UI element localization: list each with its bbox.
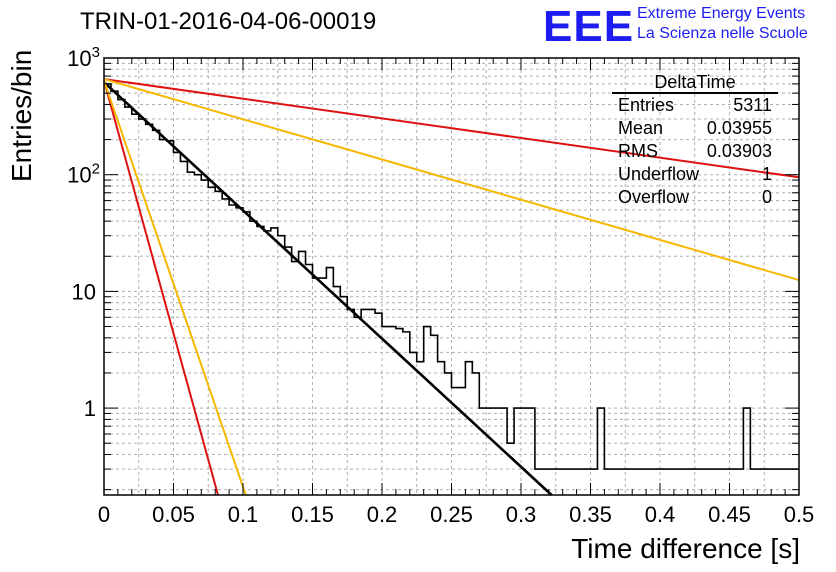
curve-1 bbox=[103, 78, 800, 179]
y-axis-label: Entries/bin bbox=[6, 49, 37, 182]
eee-logo: EEE bbox=[543, 2, 635, 51]
y-tick-label: 102 bbox=[67, 161, 100, 188]
y-tick-label: 1 bbox=[84, 396, 96, 421]
x-tick-label: 0.45 bbox=[708, 502, 751, 527]
stats-row-mean: Mean 0.03955 bbox=[612, 117, 778, 140]
eee-logo-caption: Extreme Energy Events La Scienza nelle S… bbox=[637, 4, 808, 44]
x-tick-label: 0.15 bbox=[291, 502, 334, 527]
stats-value: 0 bbox=[761, 187, 772, 207]
stats-row-underflow: Underflow 1 bbox=[612, 163, 778, 186]
x-axis-label: Time difference [s] bbox=[571, 533, 800, 564]
curve-0 bbox=[103, 81, 553, 496]
logo-line-2: La Scienza nelle Scuole bbox=[637, 25, 808, 42]
y-tick-label-base: 10 bbox=[67, 46, 91, 71]
y-tick-label: 10 bbox=[72, 279, 96, 304]
x-tick-label: 0.4 bbox=[645, 502, 676, 527]
stats-label: Mean bbox=[618, 118, 664, 138]
stats-row-entries: Entries 5311 bbox=[612, 94, 778, 117]
y-tick-label-exponent: 2 bbox=[92, 161, 100, 178]
stats-label: Underflow bbox=[618, 164, 700, 184]
stats-row-rms: RMS 0.03903 bbox=[612, 140, 778, 163]
x-tick-label: 0.05 bbox=[152, 502, 195, 527]
x-tick-label: 0.5 bbox=[784, 502, 815, 527]
stats-title: DeltaTime bbox=[612, 72, 778, 94]
x-tick-label: 0.1 bbox=[228, 502, 259, 527]
curve-2 bbox=[103, 78, 800, 282]
stats-value: 5311 bbox=[733, 95, 772, 115]
stats-label: Entries bbox=[618, 95, 675, 115]
fit-curves bbox=[103, 78, 800, 496]
stats-label: Overflow bbox=[618, 187, 690, 207]
stats-value: 0.03955 bbox=[706, 118, 772, 138]
y-tick-label-base: 10 bbox=[67, 163, 91, 188]
logo-line-1: Extreme Energy Events bbox=[637, 5, 806, 22]
stats-value: 0.03903 bbox=[706, 141, 772, 161]
histogram bbox=[104, 83, 799, 470]
histogram-outline bbox=[104, 83, 799, 470]
x-tick-label: 0.2 bbox=[367, 502, 398, 527]
x-tick-label: 0.25 bbox=[430, 502, 473, 527]
stats-row-overflow: Overflow 0 bbox=[612, 186, 778, 209]
x-tick-label: 0.3 bbox=[506, 502, 537, 527]
run-title: TRIN-01-2016-04-06-00019 bbox=[80, 8, 377, 35]
x-tick-labels: 0 0.05 0.1 0.15 0.2 0.25 0.3 0.35 0.4 0.45 0.5 bbox=[98, 502, 814, 527]
y-tick-label: 103 bbox=[67, 44, 100, 71]
x-tick-label: 0.35 bbox=[569, 502, 612, 527]
stats-box: DeltaTime Entries 5311 Mean 0.03955 RMS … bbox=[612, 72, 778, 209]
curve-3 bbox=[103, 80, 219, 496]
x-tick-label: 0 bbox=[98, 502, 110, 527]
curve-4 bbox=[103, 80, 247, 496]
stats-value: 1 bbox=[761, 164, 772, 184]
stats-label: RMS bbox=[618, 141, 658, 161]
y-axis-label-wrap: Entries/bin bbox=[6, 50, 46, 192]
axis-ticks bbox=[103, 58, 800, 495]
y-tick-label-exponent: 3 bbox=[92, 44, 100, 61]
